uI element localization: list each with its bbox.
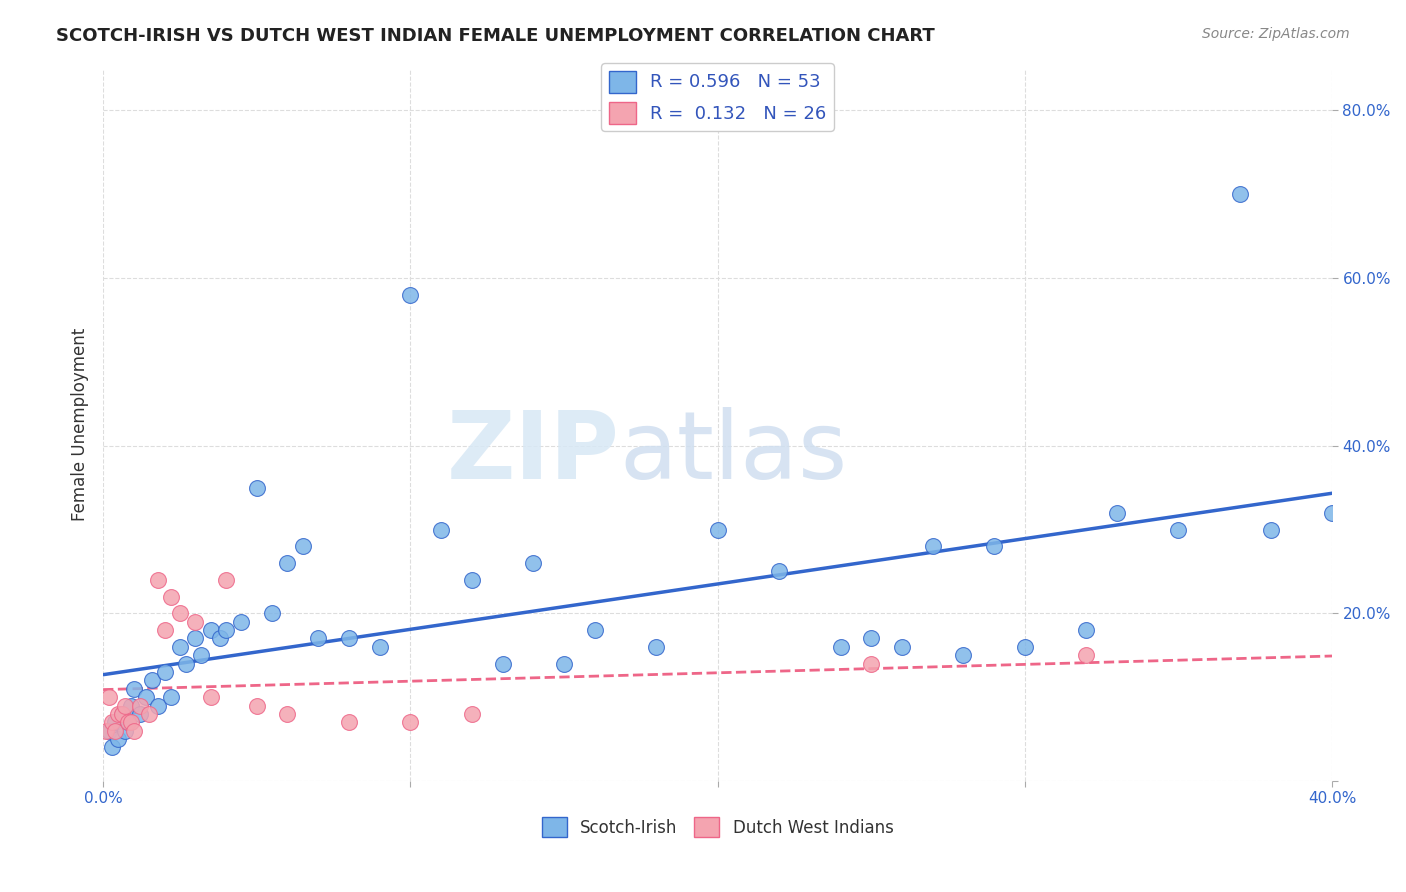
Point <box>1260 523 1282 537</box>
Point <box>291 539 314 553</box>
Point <box>159 690 181 705</box>
Point <box>101 715 124 730</box>
Point <box>368 640 391 654</box>
Point <box>231 615 253 629</box>
Point <box>399 288 422 302</box>
Point <box>860 632 883 646</box>
Point <box>169 607 191 621</box>
Point <box>952 648 974 663</box>
Point <box>104 723 127 738</box>
Point <box>246 481 269 495</box>
Point <box>190 648 212 663</box>
Point <box>430 523 453 537</box>
Point <box>337 632 360 646</box>
Point <box>169 640 191 654</box>
Point <box>110 706 132 721</box>
Point <box>104 715 127 730</box>
Text: SCOTCH-IRISH VS DUTCH WEST INDIAN FEMALE UNEMPLOYMENT CORRELATION CHART: SCOTCH-IRISH VS DUTCH WEST INDIAN FEMALE… <box>56 27 935 45</box>
Point <box>399 715 422 730</box>
Point <box>120 698 142 713</box>
Point <box>148 698 170 713</box>
Point <box>184 632 207 646</box>
Point <box>1105 506 1128 520</box>
Y-axis label: Female Unemployment: Female Unemployment <box>72 328 89 521</box>
Point <box>110 706 132 721</box>
Point <box>921 539 943 553</box>
Point <box>1320 506 1343 520</box>
Point <box>645 640 668 654</box>
Point <box>768 565 790 579</box>
Point <box>337 715 360 730</box>
Text: ZIP: ZIP <box>447 408 619 500</box>
Legend: Scotch-Irish, Dutch West Indians: Scotch-Irish, Dutch West Indians <box>536 810 900 844</box>
Point <box>208 632 231 646</box>
Point <box>1076 623 1098 637</box>
Point <box>215 623 238 637</box>
Point <box>461 706 484 721</box>
Point <box>148 573 170 587</box>
Point <box>461 573 484 587</box>
Point <box>1014 640 1036 654</box>
Point <box>117 715 139 730</box>
Point <box>117 715 139 730</box>
Point <box>107 732 129 747</box>
Point <box>98 723 121 738</box>
Point <box>891 640 914 654</box>
Point <box>276 556 298 570</box>
Point <box>983 539 1005 553</box>
Point <box>107 706 129 721</box>
Point <box>860 657 883 671</box>
Point <box>101 740 124 755</box>
Point <box>1167 523 1189 537</box>
Point <box>114 723 136 738</box>
Point <box>174 657 197 671</box>
Point <box>135 690 157 705</box>
Point <box>1229 187 1251 202</box>
Point <box>159 590 181 604</box>
Point <box>200 690 222 705</box>
Point <box>246 698 269 713</box>
Point <box>122 681 145 696</box>
Point <box>307 632 329 646</box>
Point <box>153 623 176 637</box>
Point <box>96 723 118 738</box>
Point <box>830 640 852 654</box>
Point <box>262 607 284 621</box>
Point <box>98 690 121 705</box>
Point <box>491 657 513 671</box>
Point <box>122 723 145 738</box>
Point <box>129 698 152 713</box>
Point <box>215 573 238 587</box>
Point <box>583 623 606 637</box>
Point <box>553 657 575 671</box>
Text: Source: ZipAtlas.com: Source: ZipAtlas.com <box>1202 27 1350 41</box>
Point <box>276 706 298 721</box>
Point <box>706 523 728 537</box>
Text: atlas: atlas <box>619 408 848 500</box>
Point <box>114 698 136 713</box>
Point <box>200 623 222 637</box>
Point <box>153 665 176 679</box>
Point <box>522 556 544 570</box>
Point <box>184 615 207 629</box>
Point <box>1076 648 1098 663</box>
Point <box>138 706 160 721</box>
Point <box>129 706 152 721</box>
Point <box>120 715 142 730</box>
Point <box>141 673 163 688</box>
